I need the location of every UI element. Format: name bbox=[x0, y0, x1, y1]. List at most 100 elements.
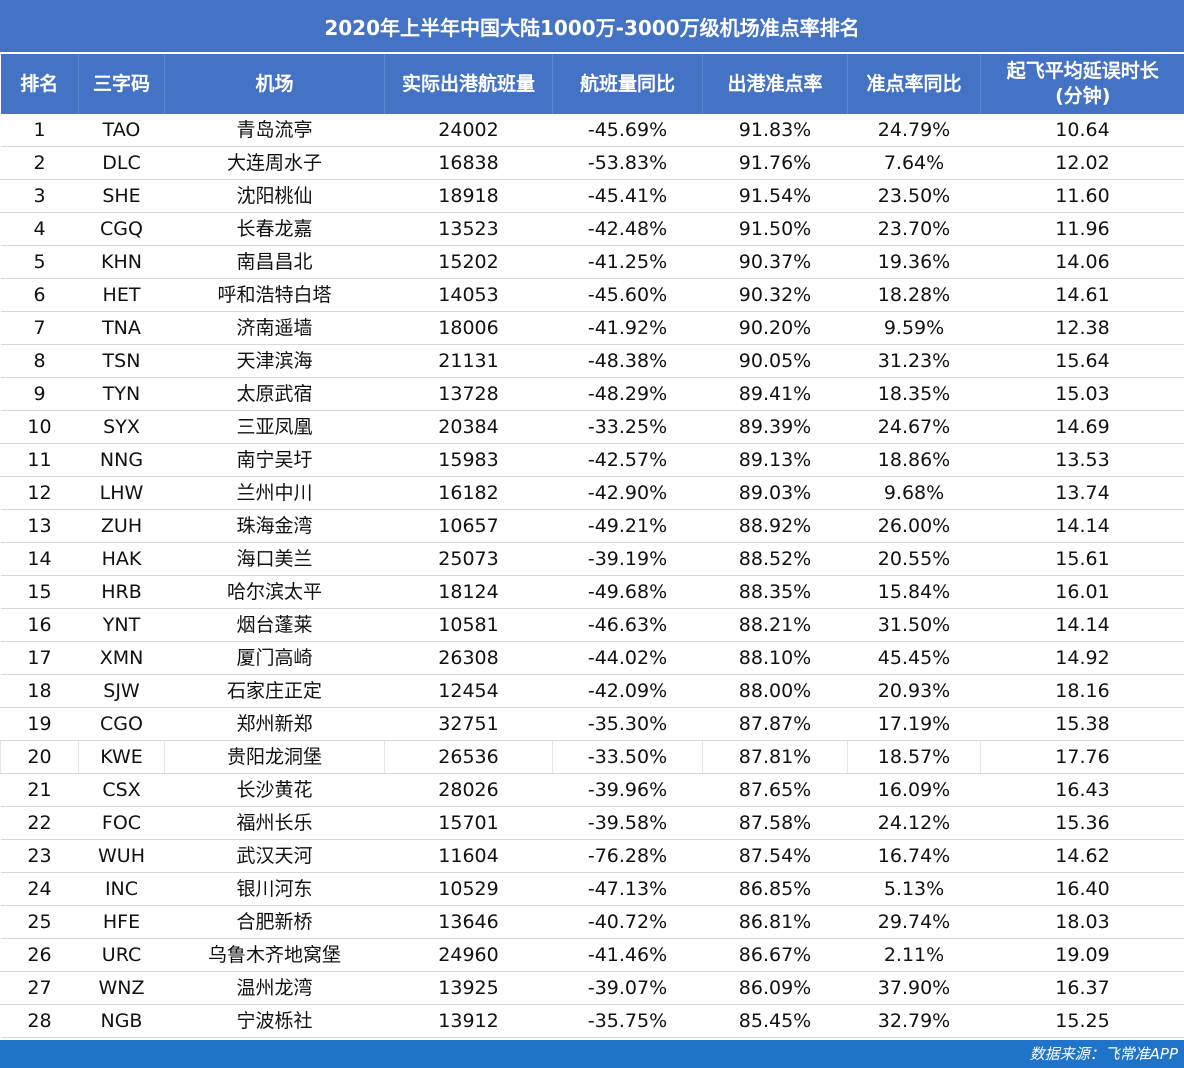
table-row: 27 WNZ 温州龙湾 13925 -39.07% 86.09% 37.90% 16.37 bbox=[0, 971, 1184, 1005]
avg-delay-cell: 14.06 bbox=[980, 245, 1184, 279]
table-row: 16 YNT 烟台蓬莱 10581 -46.63% 88.21% 31.50% 14.14 bbox=[0, 608, 1184, 642]
ontime-rate-cell: 89.39% bbox=[702, 410, 848, 444]
flights-yoy-cell: -41.25% bbox=[552, 245, 703, 279]
ontime-yoy-cell: 18.28% bbox=[847, 278, 981, 312]
table-row: 20 KWE 贵阳龙洞堡 26536 -33.50% 87.81% 18.57% 17.76 bbox=[0, 740, 1184, 774]
avg-delay-cell: 16.01 bbox=[980, 575, 1184, 609]
flights-yoy-cell: -33.50% bbox=[552, 740, 703, 774]
ontime-yoy-cell: 23.50% bbox=[847, 179, 981, 213]
airport-cell: 珠海金湾 bbox=[164, 509, 385, 543]
flights-yoy-cell: -48.38% bbox=[552, 344, 703, 378]
flights-yoy-cell: -76.28% bbox=[552, 839, 703, 873]
iata-cell: FOC bbox=[78, 806, 165, 840]
rank-cell: 12 bbox=[0, 476, 79, 510]
iata-cell: LHW bbox=[78, 476, 165, 510]
ontime-rate-cell: 90.05% bbox=[702, 344, 848, 378]
iata-cell: HAK bbox=[78, 542, 165, 576]
ontime-rate-cell: 86.67% bbox=[702, 938, 848, 972]
flights-yoy-cell: -40.72% bbox=[552, 905, 703, 939]
table-row: 26 URC 乌鲁木齐地窝堡 24960 -41.46% 86.67% 2.11% 19.09 bbox=[0, 938, 1184, 972]
rank-cell: 28 bbox=[0, 1004, 79, 1038]
table-row: 7 TNA 济南遥墙 18006 -41.92% 90.20% 9.59% 12.38 bbox=[0, 311, 1184, 345]
table-row: 1 TAO 青岛流亭 24002 -45.69% 91.83% 24.79% 10.64 bbox=[0, 114, 1184, 147]
iata-cell: NNG bbox=[78, 443, 165, 477]
ontime-yoy-cell: 19.36% bbox=[847, 245, 981, 279]
rank-cell: 6 bbox=[0, 278, 79, 312]
airport-cell: 南昌昌北 bbox=[164, 245, 385, 279]
flights-yoy-cell: -39.96% bbox=[552, 773, 703, 807]
airport-cell: 银川河东 bbox=[164, 872, 385, 906]
airport-cell: 温州龙湾 bbox=[164, 971, 385, 1005]
table-row: 2 DLC 大连周水子 16838 -53.83% 91.76% 7.64% 12.02 bbox=[0, 146, 1184, 180]
table-row: 22 FOC 福州长乐 15701 -39.58% 87.58% 24.12% 15.36 bbox=[0, 806, 1184, 840]
table-row: 14 HAK 海口美兰 25073 -39.19% 88.52% 20.55% 15.61 bbox=[0, 542, 1184, 576]
rank-cell: 13 bbox=[0, 509, 79, 543]
avg-delay-cell: 15.03 bbox=[980, 377, 1184, 411]
airport-cell: 宁波栎社 bbox=[164, 1004, 385, 1038]
ontime-yoy-cell: 20.93% bbox=[847, 674, 981, 708]
ontime-rate-cell: 91.76% bbox=[702, 146, 848, 180]
rank-cell: 15 bbox=[0, 575, 79, 609]
table-row: 28 NGB 宁波栎社 13912 -35.75% 85.45% 32.79% 15.25 bbox=[0, 1004, 1184, 1038]
iata-cell: CSX bbox=[78, 773, 165, 807]
departures-cell: 18006 bbox=[384, 311, 553, 345]
flights-yoy-cell: -47.13% bbox=[552, 872, 703, 906]
departures-cell: 10581 bbox=[384, 608, 553, 642]
avg-delay-cell: 16.40 bbox=[980, 872, 1184, 906]
flights-yoy-cell: -41.46% bbox=[552, 938, 703, 972]
iata-cell: WNZ bbox=[78, 971, 165, 1005]
avg-delay-cell: 11.60 bbox=[980, 179, 1184, 213]
airport-cell: 南宁吴圩 bbox=[164, 443, 385, 477]
airport-cell: 青岛流亭 bbox=[164, 114, 385, 147]
departures-cell: 11604 bbox=[384, 839, 553, 873]
ontime-yoy-cell: 24.67% bbox=[847, 410, 981, 444]
rank-cell: 3 bbox=[0, 179, 79, 213]
airport-cell: 天津滨海 bbox=[164, 344, 385, 378]
departures-cell: 13646 bbox=[384, 905, 553, 939]
departures-cell: 18918 bbox=[384, 179, 553, 213]
iata-cell: ZUH bbox=[78, 509, 165, 543]
col-header-ontime-yoy: 准点率同比 bbox=[847, 54, 981, 114]
flights-yoy-cell: -49.68% bbox=[552, 575, 703, 609]
airport-ranking-table: 排名 三字码 机场 实际出港航班量 航班量同比 出港准点率 准点率同比 起飞平均… bbox=[0, 54, 1184, 1038]
rank-cell: 25 bbox=[0, 905, 79, 939]
ontime-rate-cell: 90.32% bbox=[702, 278, 848, 312]
iata-cell: YNT bbox=[78, 608, 165, 642]
departures-cell: 10657 bbox=[384, 509, 553, 543]
rank-cell: 2 bbox=[0, 146, 79, 180]
col-header-ontime-rate: 出港准点率 bbox=[702, 54, 848, 114]
rank-cell: 27 bbox=[0, 971, 79, 1005]
ontime-rate-cell: 88.52% bbox=[702, 542, 848, 576]
avg-delay-cell: 10.64 bbox=[980, 114, 1184, 147]
avg-delay-cell: 14.69 bbox=[980, 410, 1184, 444]
ontime-yoy-cell: 7.64% bbox=[847, 146, 981, 180]
departures-cell: 32751 bbox=[384, 707, 553, 741]
departures-cell: 13925 bbox=[384, 971, 553, 1005]
table-row: 21 CSX 长沙黄花 28026 -39.96% 87.65% 16.09% 16.43 bbox=[0, 773, 1184, 807]
flights-yoy-cell: -39.58% bbox=[552, 806, 703, 840]
rank-cell: 16 bbox=[0, 608, 79, 642]
flights-yoy-cell: -46.63% bbox=[552, 608, 703, 642]
departures-cell: 13912 bbox=[384, 1004, 553, 1038]
departures-cell: 13523 bbox=[384, 212, 553, 246]
rank-cell: 21 bbox=[0, 773, 79, 807]
airport-cell: 长春龙嘉 bbox=[164, 212, 385, 246]
iata-cell: TAO bbox=[78, 114, 165, 147]
rank-cell: 8 bbox=[0, 344, 79, 378]
rank-cell: 18 bbox=[0, 674, 79, 708]
iata-cell: TNA bbox=[78, 311, 165, 345]
ontime-rate-cell: 85.45% bbox=[702, 1004, 848, 1038]
departures-cell: 26308 bbox=[384, 641, 553, 675]
rank-cell: 22 bbox=[0, 806, 79, 840]
airport-cell: 石家庄正定 bbox=[164, 674, 385, 708]
avg-delay-cell: 19.09 bbox=[980, 938, 1184, 972]
ontime-yoy-cell: 17.19% bbox=[847, 707, 981, 741]
avg-delay-cell: 13.53 bbox=[980, 443, 1184, 477]
ontime-rate-cell: 87.87% bbox=[702, 707, 848, 741]
airport-cell: 大连周水子 bbox=[164, 146, 385, 180]
ontime-yoy-cell: 2.11% bbox=[847, 938, 981, 972]
departures-cell: 26536 bbox=[384, 740, 553, 774]
airport-cell: 郑州新郑 bbox=[164, 707, 385, 741]
ontime-rate-cell: 91.50% bbox=[702, 212, 848, 246]
ontime-yoy-cell: 31.50% bbox=[847, 608, 981, 642]
